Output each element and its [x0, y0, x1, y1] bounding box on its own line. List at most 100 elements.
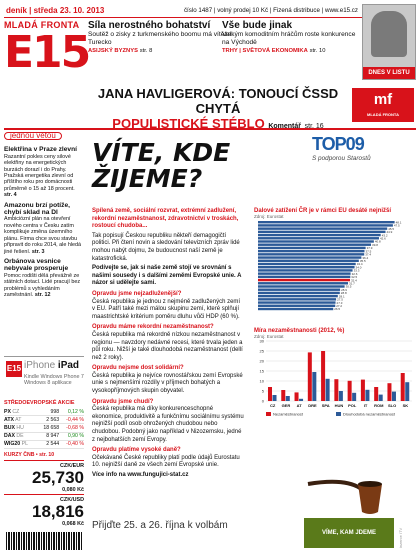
bar — [325, 378, 330, 401]
tax-chart-svg: 48.147.545.544.943.242.640.839.837.937.5… — [258, 220, 402, 311]
teaser-title: Vše bude jinak — [222, 20, 293, 31]
apps-line-2: Kindle Windows Phone 7 Windows 8 aplikace — [24, 374, 84, 387]
article-question: Opravdu platíme vysoké daně? — [92, 447, 181, 454]
bar — [258, 262, 356, 266]
article-question: Opravdu nejsme dost solidární? — [92, 365, 184, 372]
legend-swatch — [336, 412, 341, 416]
bar — [258, 285, 345, 288]
brand-top: MLADÁ FRONTA — [4, 20, 80, 30]
market-table: STŘEDOEVROPSKÉ AKCIE PX CZ 998 0,12 % ATX … — [4, 400, 84, 449]
bar — [258, 246, 366, 250]
data-label: 32.4 — [351, 278, 357, 282]
apps-promo[interactable]: E15 iPhone iPad Kindle Windows Phone 7 Wi… — [4, 356, 84, 396]
article-question: Opravdu jsme nejzadluženější? — [92, 290, 182, 297]
data-label: 34.4 — [357, 262, 363, 266]
category-label: ROM — [374, 403, 384, 408]
mf-logo: mf MLADÁ FRONTA — [352, 88, 414, 122]
teaser-1[interactable]: Síla nerostného bohatství Soutěž o zisky… — [88, 21, 236, 55]
data-label: 31.7 — [349, 281, 355, 285]
sidebar-item-title[interactable]: Orbánova vesnice nebyvale prosperuje — [4, 257, 69, 273]
category-label: SK — [403, 403, 409, 408]
legend-label: Dlouhodobá nezaměstnanost — [343, 412, 396, 417]
teaser-page: str. 10 — [309, 48, 326, 54]
apps-line-1: iPhone iPad — [24, 360, 80, 371]
bar — [400, 373, 405, 401]
category-label: IT — [364, 403, 368, 408]
article-question: Opravdu jsme chudí? — [92, 398, 154, 405]
article-lead: Spílená země, sociální rozvrat, extrémní… — [92, 208, 239, 230]
headline[interactable]: JANA HAVLIGEROVÁ: TONOUCÍ ČSSD CHYTÁ POP… — [88, 86, 348, 131]
brand-logo[interactable]: MLADÁ FRONTA E15 — [4, 20, 91, 84]
e15-mini-logo: E15 — [6, 361, 22, 377]
data-label: 48.1 — [396, 220, 402, 224]
bar — [285, 396, 290, 401]
legend-label: Nezaměstnanost — [273, 412, 304, 417]
teaser-2[interactable]: Vše bude jinak Velkým komoditním hráčům … — [222, 20, 360, 55]
data-label: 28.1 — [339, 294, 345, 298]
sidebar-item-text: Pomoc rodišti dělá převážně ze státních … — [4, 272, 81, 298]
cover-photo[interactable]: DNES V LISTU — [362, 4, 416, 80]
bar — [387, 383, 392, 401]
bar — [258, 266, 355, 269]
sidebar-badge: jednou větou — [4, 131, 62, 141]
headline-kicker: Komentář — [268, 123, 301, 130]
bar — [258, 253, 365, 256]
table-row: BUX HU 18 658 -0,68 % — [4, 423, 84, 433]
bar — [258, 298, 337, 301]
bar — [378, 394, 383, 401]
bar — [281, 390, 286, 401]
bar — [258, 224, 393, 227]
chart-title: Míra nezaměstnanosti (2012, %) — [254, 328, 345, 334]
headline-page: str. 16 — [304, 123, 324, 130]
bar — [405, 382, 410, 401]
bar — [307, 352, 312, 401]
sidebar-item-title[interactable]: Elektřina v Praze zlevní — [4, 146, 77, 154]
article-answer: Česká republika je nejvíce rovnostářskou… — [92, 372, 243, 395]
category-label: AT — [297, 403, 303, 408]
top09-logo: TOP09 S podporou Starostů — [312, 134, 378, 162]
data-label: 36.4 — [362, 256, 368, 260]
bar — [258, 256, 362, 259]
headline-lead: JANA HAVLIGEROVÁ: TONOUCÍ ČSSD CHYTÁ — [97, 86, 339, 116]
article-link[interactable]: Více info na www.fungujici-stat.cz — [92, 472, 189, 478]
table-row: ATX AT 2 563 -0,44 % — [4, 415, 84, 425]
bar — [258, 233, 381, 237]
edge-note: inzerce ITV — [398, 527, 403, 548]
article-question: Opravdu máme rekordní nezaměstnanost? — [92, 324, 214, 331]
promo-banner[interactable]: VÍME, KAM JDEME — [304, 518, 394, 548]
data-label: 27.2 — [336, 304, 342, 308]
bar — [258, 237, 379, 240]
article-answer: Česká republika je jednou z nejméně zadl… — [92, 298, 241, 320]
bar — [352, 392, 357, 401]
tick-label: 20 — [260, 359, 265, 364]
category-label: GER — [282, 403, 291, 408]
data-label: 27.5 — [337, 298, 343, 302]
data-label: 37.4 — [365, 253, 371, 257]
tick-label: 25 — [260, 349, 265, 354]
unemployment-chart: Míra nezaměstnanosti (2012, %) Zdroj: Eu… — [254, 328, 416, 422]
data-label: 34.0 — [356, 265, 362, 269]
data-label: 37.9 — [367, 246, 373, 250]
person-photo — [371, 11, 407, 57]
headline-lead-2: POPULISTICKÉ STÉBLO Komentář str. 16 — [112, 116, 324, 131]
data-label: 42.6 — [380, 236, 386, 240]
data-label: 28.8 — [341, 291, 347, 295]
article-intro: Podívejte se, jak si naše země stojí ve … — [92, 265, 242, 287]
fx-note: KURZY ČNB • str. 10 — [4, 452, 55, 458]
category-label: HUN — [335, 403, 344, 408]
unemployment-chart-svg: 0 5 10 15 20 25 30 CZ GER AT DRE SPA HUN POL IT ROM SLO S… — [260, 339, 412, 417]
teaser-text: Velkým komoditním hráčům roste konkurenc… — [222, 31, 356, 46]
bar — [258, 304, 336, 307]
bar — [258, 282, 349, 285]
category-label: SPA — [322, 403, 330, 408]
data-label: 32.5 — [351, 275, 357, 279]
tick-label: 30 — [260, 339, 265, 344]
bar — [258, 301, 336, 304]
bar — [272, 395, 277, 401]
bar — [258, 275, 351, 279]
sidebar-item-title[interactable]: Amazonu brzí potíže, chybí sklad na Dl — [4, 201, 70, 217]
table-row: DAX DE 8 947 0,90 % — [4, 432, 84, 441]
bar — [347, 380, 352, 401]
data-label: 43.2 — [382, 233, 388, 237]
bar — [258, 278, 351, 282]
